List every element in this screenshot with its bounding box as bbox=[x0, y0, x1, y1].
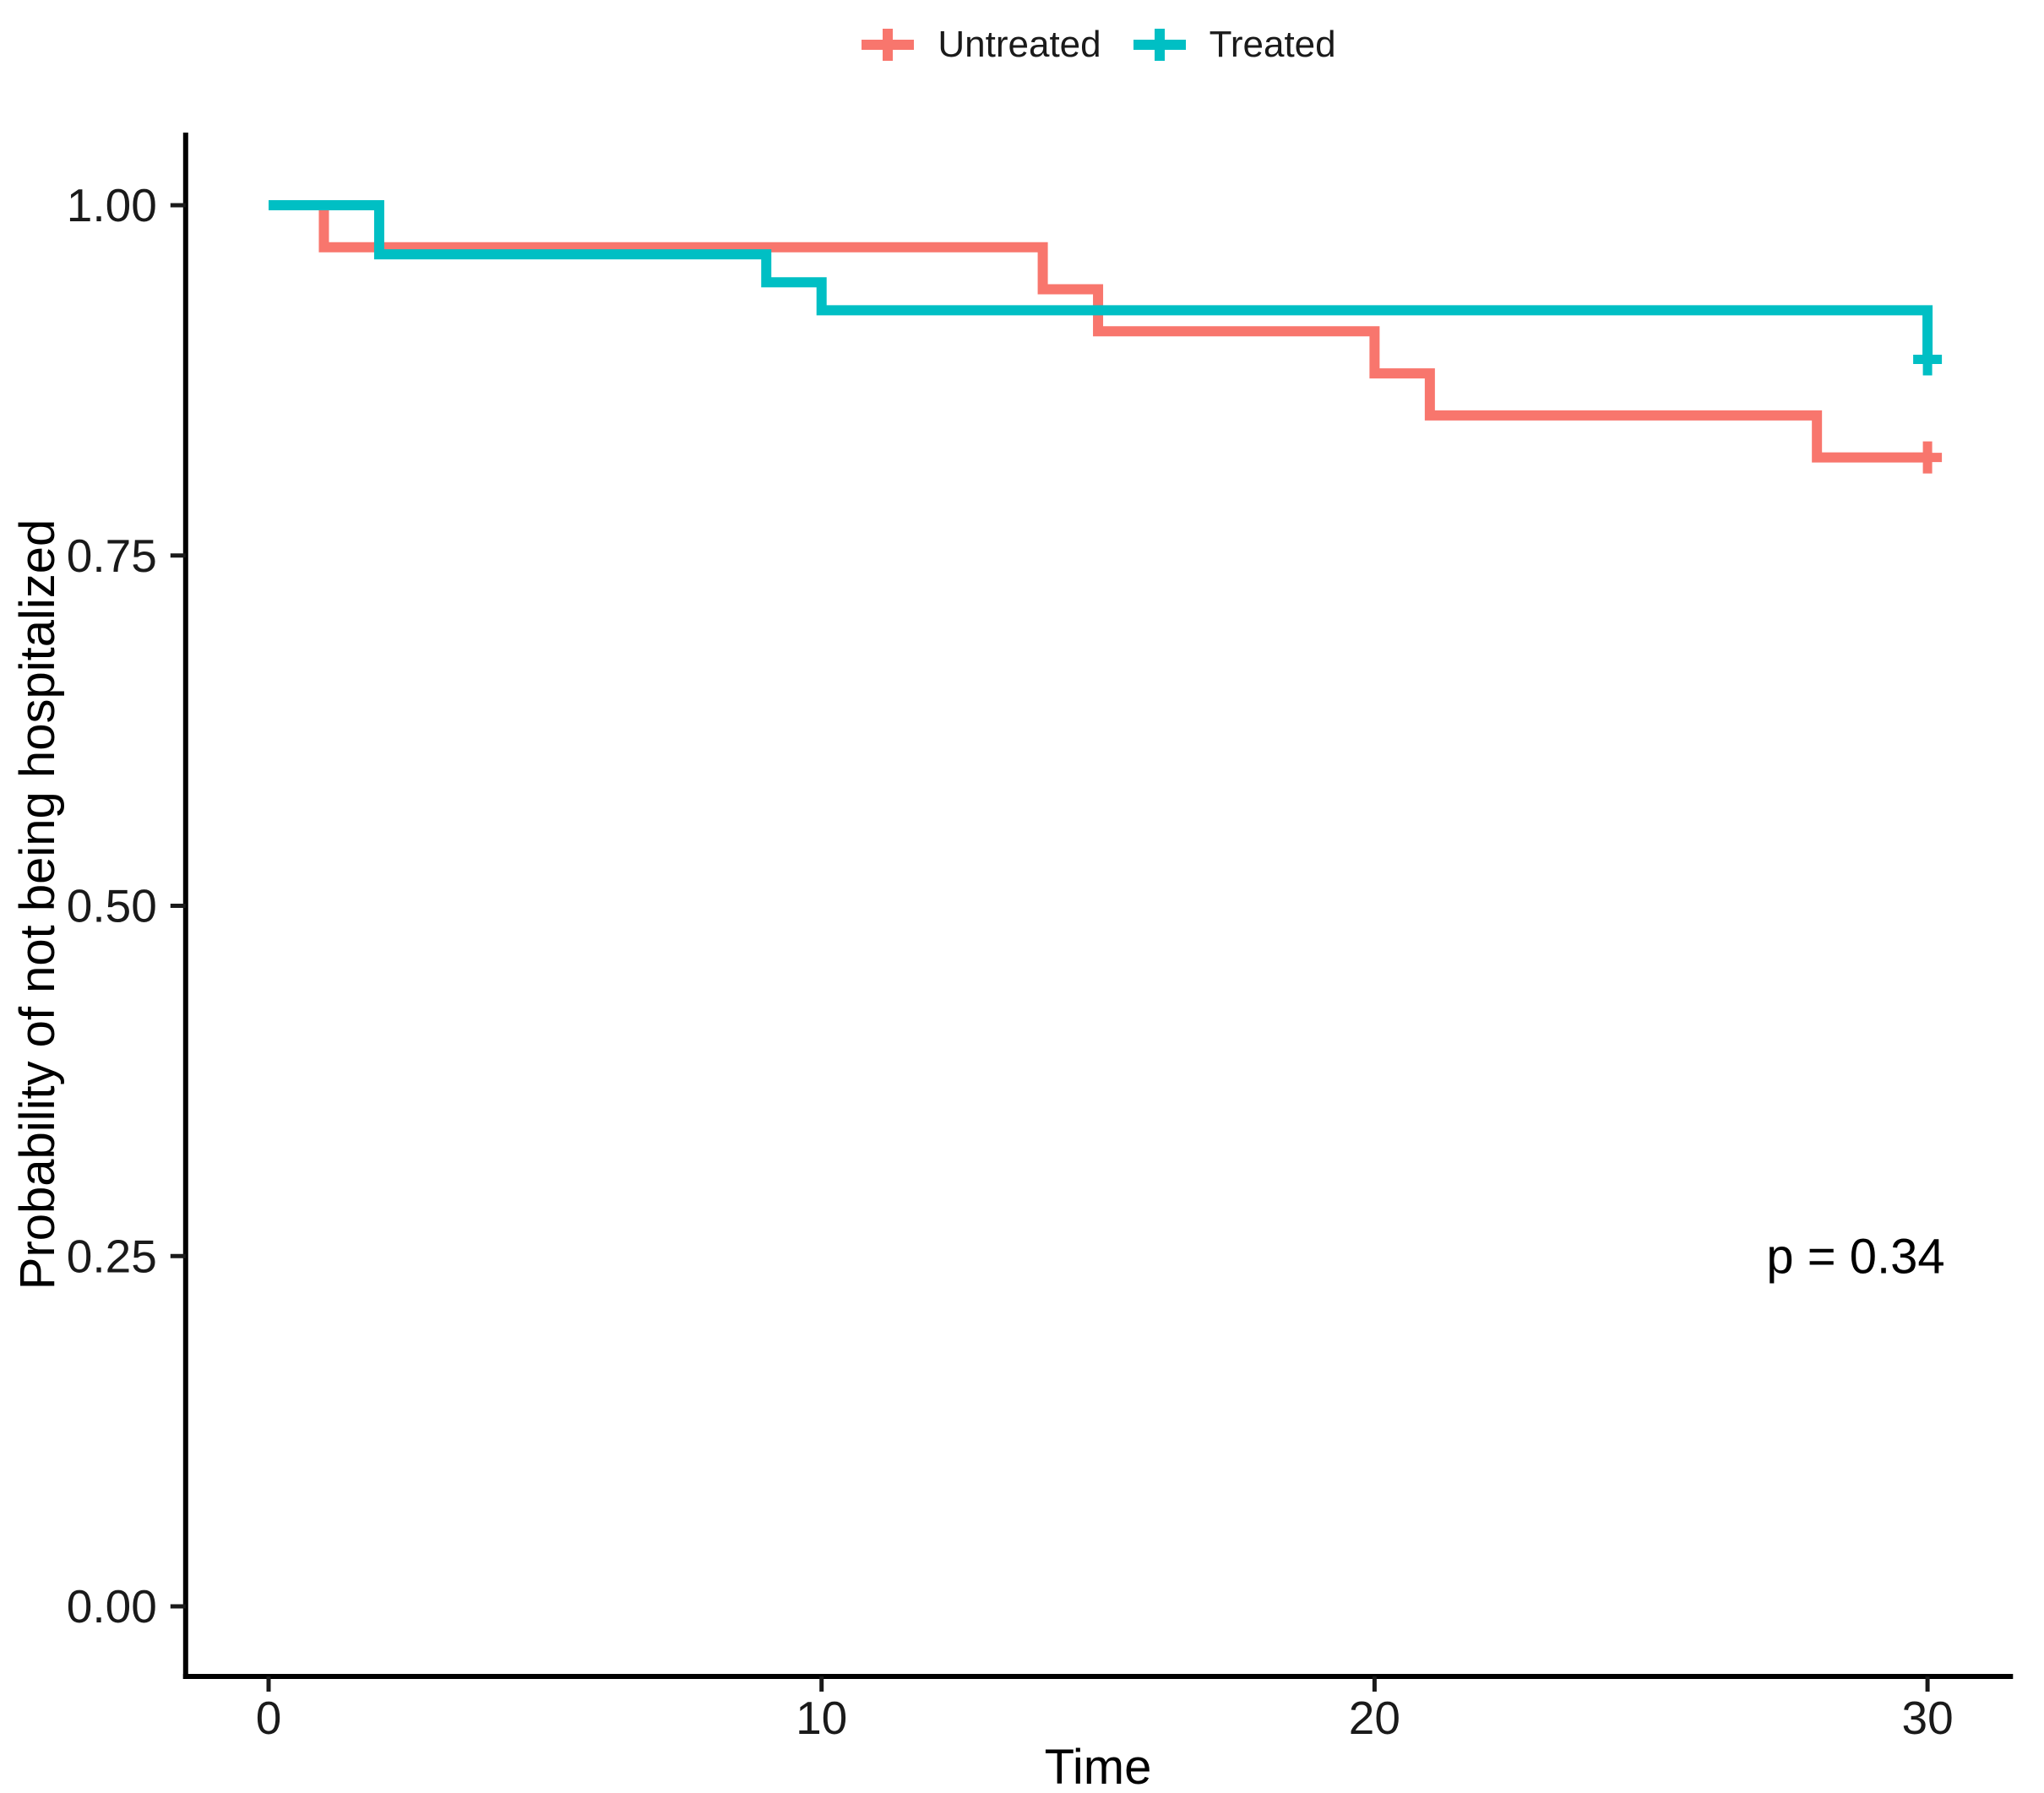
survival-curve-treated bbox=[269, 200, 1933, 360]
survival-curve-untreated bbox=[269, 200, 1928, 463]
legend-item-treated: Treated bbox=[1132, 24, 1336, 65]
x-axis-title: Time bbox=[1045, 1740, 1152, 1793]
legend-plus-marker-icon bbox=[1133, 29, 1186, 61]
y-tick-label: 0.75 bbox=[67, 530, 157, 582]
y-tick-label: 0.25 bbox=[67, 1230, 157, 1282]
y-axis-title: Probability of not being hospitalized bbox=[10, 519, 65, 1290]
legend-label: Treated bbox=[1209, 24, 1336, 65]
legend-plus-marker-icon bbox=[862, 29, 915, 61]
plot-legend: Untreated Treated bbox=[186, 7, 2010, 83]
x-tick-label: 20 bbox=[1349, 1692, 1400, 1744]
p-value-annotation: p = 0.34 bbox=[1766, 1229, 1944, 1284]
legend-label: Untreated bbox=[938, 24, 1101, 65]
legend-item-untreated: Untreated bbox=[860, 24, 1101, 65]
y-tick-label: 0.50 bbox=[67, 880, 157, 932]
y-tick-label: 0.00 bbox=[67, 1580, 157, 1633]
y-tick-label: 1.00 bbox=[67, 179, 157, 231]
x-tick-label: 0 bbox=[256, 1692, 282, 1744]
axes-layer: 0.00 0.25 0.50 0.75 1.00 0 10 20 30 bbox=[67, 133, 2014, 1744]
series-layer bbox=[269, 200, 1943, 474]
x-tick-label: 10 bbox=[796, 1692, 847, 1744]
x-tick-label: 30 bbox=[1902, 1692, 1954, 1744]
